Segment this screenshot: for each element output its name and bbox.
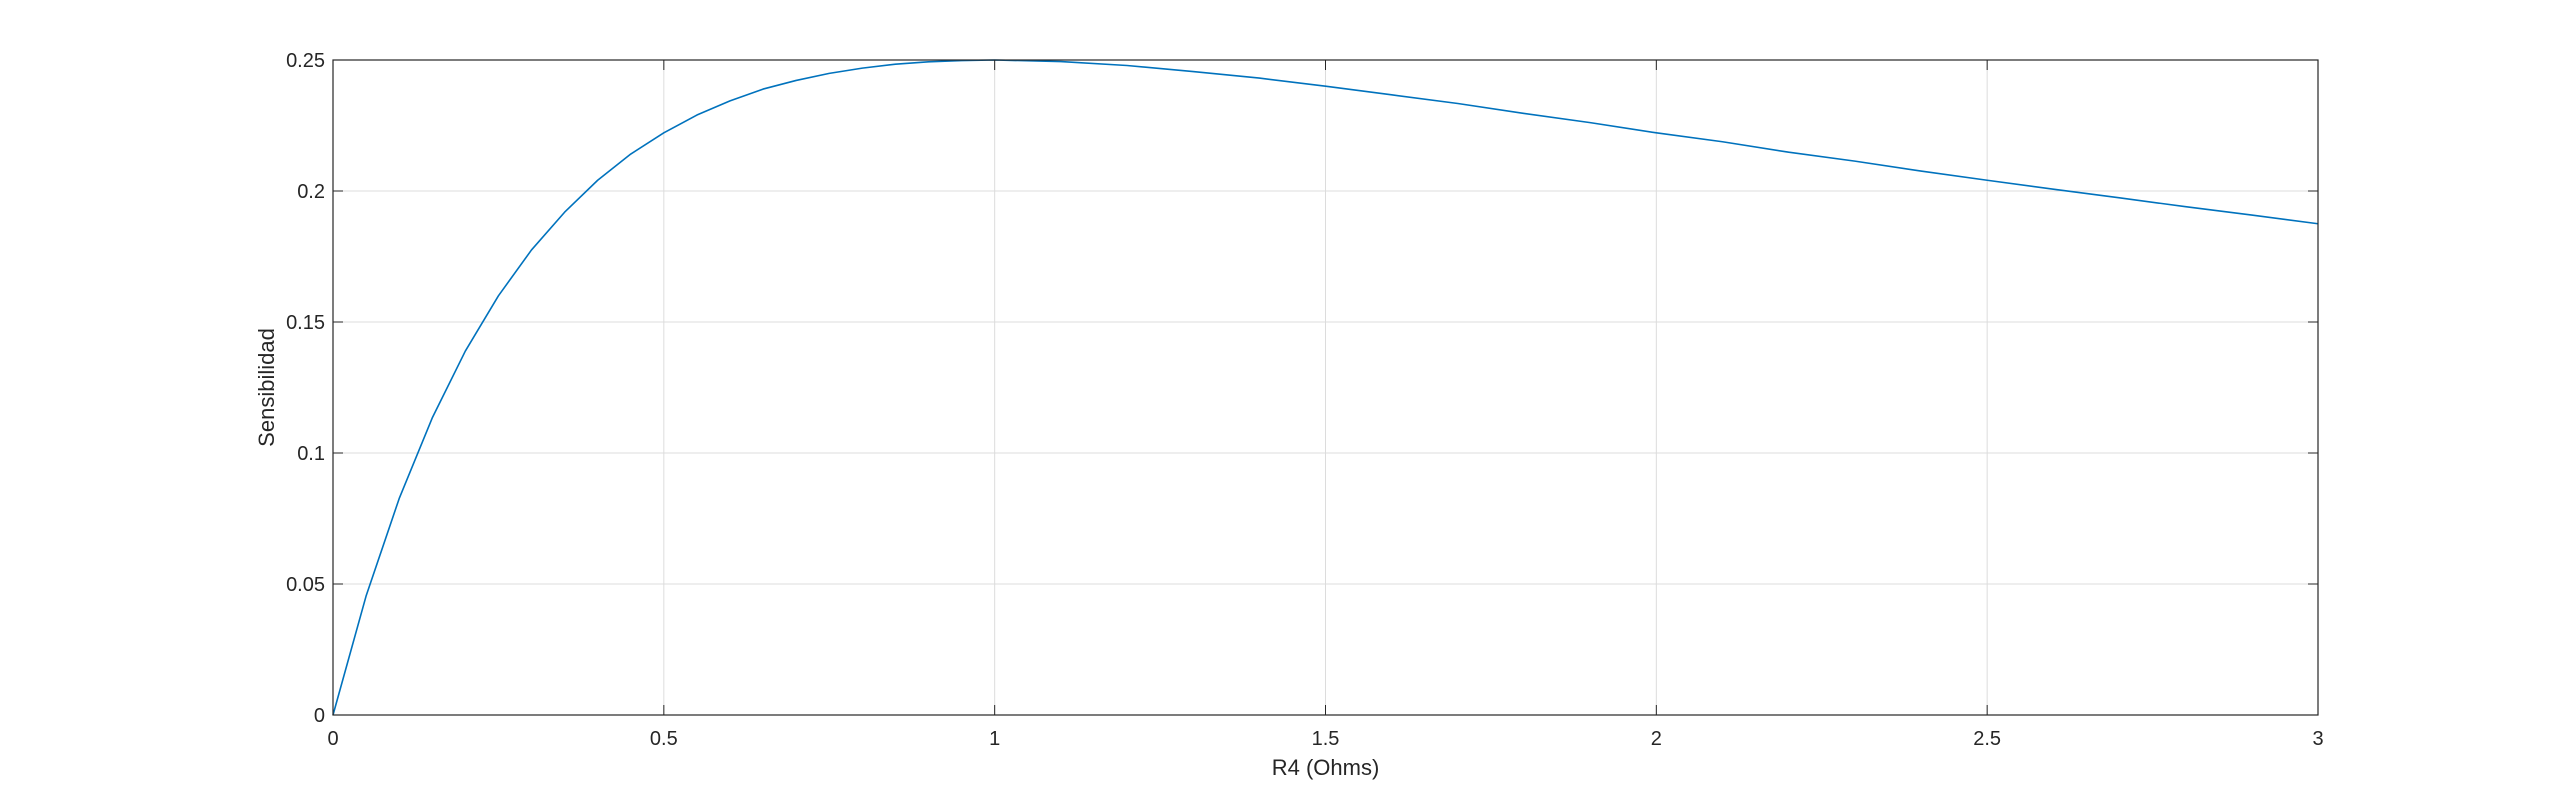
x-axis-label: R4 (Ohms)	[1272, 755, 1380, 780]
x-tick-label: 2	[1651, 728, 1662, 750]
x-tick-label: 2.5	[1973, 728, 2001, 750]
tick-labels: 0 0.5 1 1.5 2 2.5 3 0 0.05 0.1 0.15 0.2 0.25	[286, 50, 2324, 750]
x-tick-label: 3	[2312, 728, 2323, 750]
x-tick-label: 1.5	[1312, 728, 1340, 750]
x-tick-label: 0.5	[650, 728, 678, 750]
ticks	[332, 59, 2319, 716]
y-axis-label: Sensibilidad	[254, 328, 279, 447]
y-tick-label: 0.1	[297, 443, 325, 465]
x-tick-label: 0	[327, 728, 338, 750]
y-tick-label: 0	[314, 705, 325, 727]
y-tick-label: 0.15	[286, 312, 325, 334]
x-tick-label: 1	[989, 728, 1000, 750]
y-tick-label: 0.05	[286, 574, 325, 596]
y-tick-label: 0.25	[286, 50, 325, 72]
y-tick-label: 0.2	[297, 181, 325, 203]
